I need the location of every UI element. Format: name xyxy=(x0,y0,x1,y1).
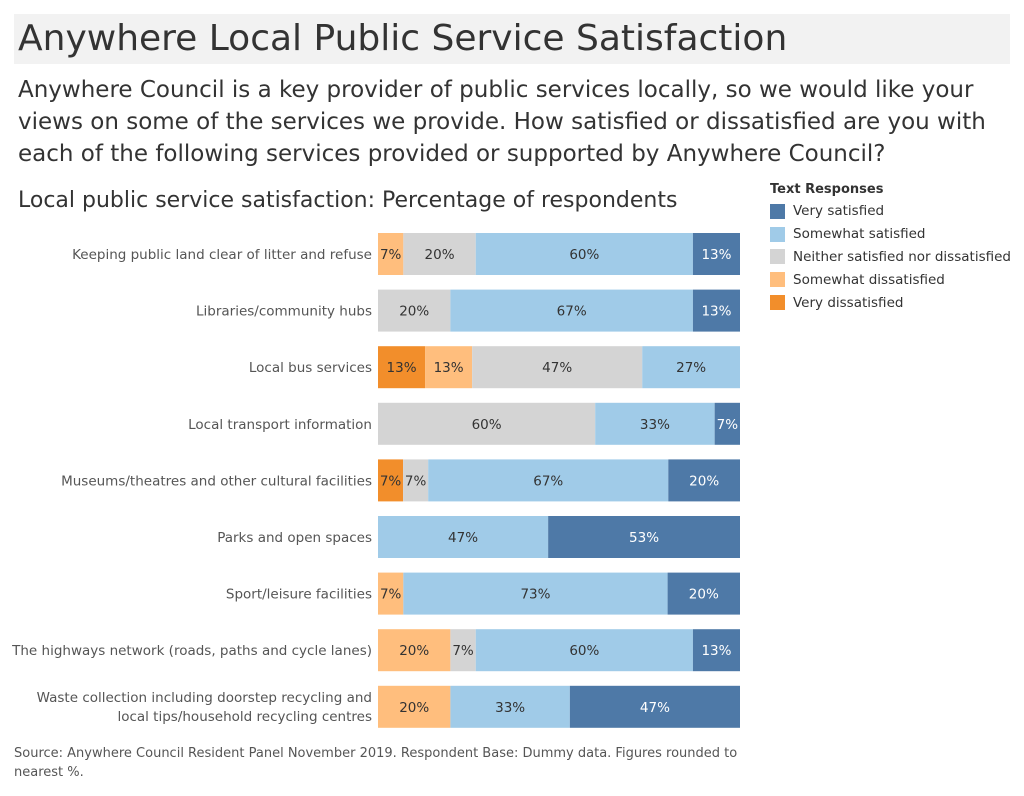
bar-segment[interactable] xyxy=(692,289,740,332)
data-label: 60% xyxy=(569,247,599,263)
bar-segment[interactable] xyxy=(378,629,451,672)
data-label: 13% xyxy=(701,304,731,320)
category-label: Museums/theatres and other cultural faci… xyxy=(61,473,372,489)
legend-label: Neither satisfied nor dissatisfied xyxy=(793,248,1011,265)
data-label: 13% xyxy=(387,360,417,376)
legend-label: Very dissatisfied xyxy=(793,294,904,311)
data-label: 73% xyxy=(520,587,550,603)
data-label: 20% xyxy=(399,700,429,716)
data-label: 67% xyxy=(557,304,587,320)
legend-title: Text Responses xyxy=(770,182,884,197)
bar-segment[interactable] xyxy=(428,459,669,502)
legend-label: Somewhat dissatisfied xyxy=(793,271,945,288)
bar-segment[interactable] xyxy=(403,233,476,275)
bar-segment[interactable] xyxy=(475,629,693,672)
category-label: Waste collection including doorstep recy… xyxy=(37,690,372,725)
bar-segment[interactable] xyxy=(450,685,570,728)
source-note: Source: Anywhere Council Resident Panel … xyxy=(14,746,738,780)
bar-segment[interactable] xyxy=(378,233,404,275)
bar-segment[interactable] xyxy=(714,402,740,445)
survey-question: Anywhere Council is a key provider of pu… xyxy=(18,77,986,167)
legend-item-very-dissatisfied[interactable]: Very dissatisfied xyxy=(770,291,1020,314)
legend-item-somewhat-satisfied[interactable]: Somewhat satisfied xyxy=(770,223,1020,246)
bar-segment[interactable] xyxy=(403,572,668,615)
data-label: 7% xyxy=(452,643,474,659)
data-label: 27% xyxy=(676,360,706,376)
chart-title: Local public service satisfaction: Perce… xyxy=(18,188,678,213)
data-label: 33% xyxy=(495,700,525,716)
data-label: 47% xyxy=(640,700,670,716)
bar-segment[interactable] xyxy=(378,685,451,728)
data-label: 13% xyxy=(701,643,731,659)
data-label: 13% xyxy=(434,360,464,376)
bar-segment[interactable] xyxy=(692,233,740,275)
category-label: The highways network (roads, paths and c… xyxy=(11,643,372,659)
bar-segment[interactable] xyxy=(548,516,740,558)
legend-swatch xyxy=(770,249,785,265)
data-label: 20% xyxy=(399,643,429,659)
bar-segment[interactable] xyxy=(668,459,740,502)
legend-label: Somewhat satisfied xyxy=(793,226,926,243)
legend-swatch xyxy=(770,203,785,219)
legend-swatch xyxy=(770,272,785,288)
bar-segment[interactable] xyxy=(667,572,740,615)
data-label: 20% xyxy=(399,304,429,320)
title-bar: Anywhere Local Public Service Satisfacti… xyxy=(14,14,1010,64)
category-label: Local bus services xyxy=(249,360,372,376)
legend-item-somewhat-dissatisfied[interactable]: Somewhat dissatisfied xyxy=(770,268,1020,291)
bar-segment[interactable] xyxy=(450,289,693,332)
bar-segment[interactable] xyxy=(475,233,693,275)
category-label: Parks and open spaces xyxy=(217,530,372,546)
bar-segment[interactable] xyxy=(403,459,429,502)
category-label: Keeping public land clear of litter and … xyxy=(72,247,372,263)
data-label: 7% xyxy=(380,473,402,489)
data-label: 47% xyxy=(542,360,572,376)
category-label: Libraries/community hubs xyxy=(196,304,372,320)
bar-segment[interactable] xyxy=(692,629,740,672)
data-label: 67% xyxy=(533,473,563,489)
data-label: 13% xyxy=(701,247,731,263)
bar-segment[interactable] xyxy=(378,459,404,502)
bar-segment[interactable] xyxy=(595,402,715,445)
data-label: 53% xyxy=(629,530,659,546)
bar-segment[interactable] xyxy=(378,516,549,558)
data-label: 60% xyxy=(472,417,502,433)
bar-segment[interactable] xyxy=(425,346,473,389)
bar-segment[interactable] xyxy=(378,572,404,615)
legend-item-very-satisfied[interactable]: Very satisfied xyxy=(770,200,1020,223)
bar-segment[interactable] xyxy=(450,629,476,672)
legend: Text Responses Very satisfied Somewhat s… xyxy=(770,180,1020,314)
legend-label: Very satisfied xyxy=(793,203,885,220)
data-label: 20% xyxy=(425,247,455,263)
data-label: 20% xyxy=(689,473,719,489)
bar-segment[interactable] xyxy=(378,402,596,445)
bar-segment[interactable] xyxy=(569,685,740,728)
data-label: 7% xyxy=(717,417,739,433)
data-label: 7% xyxy=(380,587,402,603)
bar-segment[interactable] xyxy=(472,346,643,389)
bar-segment[interactable] xyxy=(378,289,451,332)
data-label: 7% xyxy=(380,247,402,263)
bar-segment[interactable] xyxy=(378,346,426,389)
legend-swatch xyxy=(770,295,785,311)
legend-swatch xyxy=(770,226,785,242)
data-label: 47% xyxy=(448,530,478,546)
data-label: 33% xyxy=(640,417,670,433)
data-label: 7% xyxy=(405,473,427,489)
category-label: Local transport information xyxy=(188,417,372,433)
legend-item-neither[interactable]: Neither satisfied nor dissatisfied xyxy=(770,246,1020,269)
page-title: Anywhere Local Public Service Satisfacti… xyxy=(18,18,788,59)
category-label: Sport/leisure facilities xyxy=(226,587,372,603)
bar-segment[interactable] xyxy=(642,346,740,389)
data-label: 60% xyxy=(569,643,599,659)
data-label: 20% xyxy=(689,587,719,603)
